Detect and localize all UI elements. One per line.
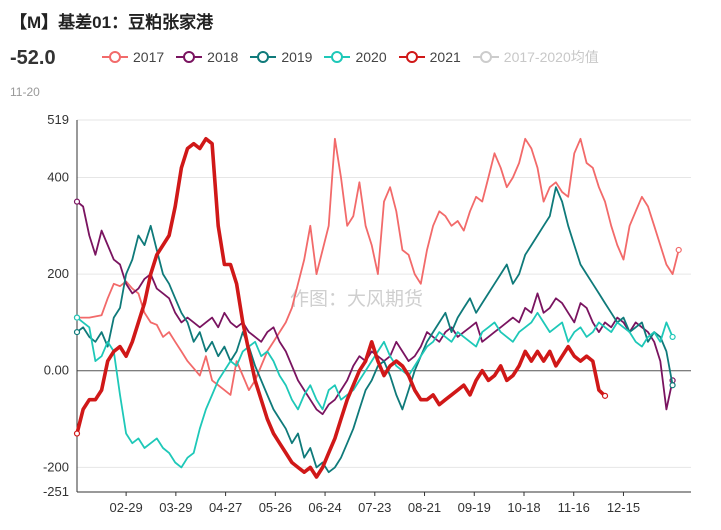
x-tick-label: 08-21	[408, 500, 441, 515]
series-line-2021	[75, 137, 607, 479]
legend-item-2021[interactable]: 2021	[398, 49, 461, 65]
series-point-2020	[73, 314, 81, 321]
legend-item-2017-2020均值[interactable]: 2017-2020均值	[472, 47, 599, 67]
legend-item-2017[interactable]: 2017	[102, 49, 164, 65]
legend-label: 2017-2020均值	[503, 49, 599, 65]
legend: 2017 2018 2019 2020 2021 2017-2020均值	[102, 47, 611, 67]
series-line-2020	[76, 311, 674, 469]
x-tick-label: 04-27	[209, 500, 242, 515]
x-tick-label: 05-26	[259, 500, 292, 515]
series-line-2019	[76, 186, 674, 474]
x-tick-label: 12-15	[607, 500, 640, 515]
series-point-2017	[675, 246, 682, 254]
latest-date: 11-20	[10, 85, 40, 99]
legend-line-icon	[398, 51, 425, 63]
series-point-2021	[73, 430, 81, 437]
legend-item-2019[interactable]: 2019	[250, 49, 312, 65]
series-point-2018	[73, 198, 81, 205]
x-tick-label: 06-24	[308, 500, 341, 515]
y-tick-label: 519	[47, 112, 69, 127]
x-tick-label: 03-29	[159, 500, 192, 515]
y-tick-label: 400	[47, 169, 69, 184]
legend-label: 2017	[133, 49, 165, 65]
series-point-2021	[601, 392, 609, 399]
legend-line-icon	[176, 51, 203, 63]
legend-line-icon	[250, 51, 277, 63]
y-tick-label: 0.00	[44, 363, 69, 378]
legend-item-2018[interactable]: 2018	[176, 49, 238, 65]
y-tick-label: -251	[43, 484, 69, 499]
x-tick-label: 07-23	[358, 500, 391, 515]
watermark: 作图：大风期货	[290, 288, 423, 310]
chart-title: 【M】基差01：豆粕张家港	[10, 13, 214, 32]
legend-item-2020[interactable]: 2020	[324, 49, 387, 65]
x-tick-label: 11-16	[558, 500, 590, 515]
series-point-2019	[669, 382, 676, 389]
latest-value: -52.0	[10, 47, 56, 69]
legend-line-icon	[472, 51, 499, 63]
legend-label: 2021	[429, 49, 461, 65]
x-tick-label: 02-29	[109, 500, 142, 515]
legend-label: 2018	[207, 49, 239, 65]
legend-line-icon	[324, 51, 351, 63]
legend-label: 2019	[281, 49, 313, 65]
series-point-2020	[669, 333, 676, 341]
series-point-2019	[73, 328, 81, 336]
y-tick-label: -200	[43, 459, 69, 474]
x-tick-label: 10-18	[507, 500, 540, 515]
series-line-2017	[76, 137, 680, 396]
y-tick-label: 200	[47, 266, 69, 281]
legend-label: 2020	[355, 49, 387, 65]
x-tick-label: 09-19	[458, 500, 491, 515]
legend-line-icon	[102, 51, 128, 63]
